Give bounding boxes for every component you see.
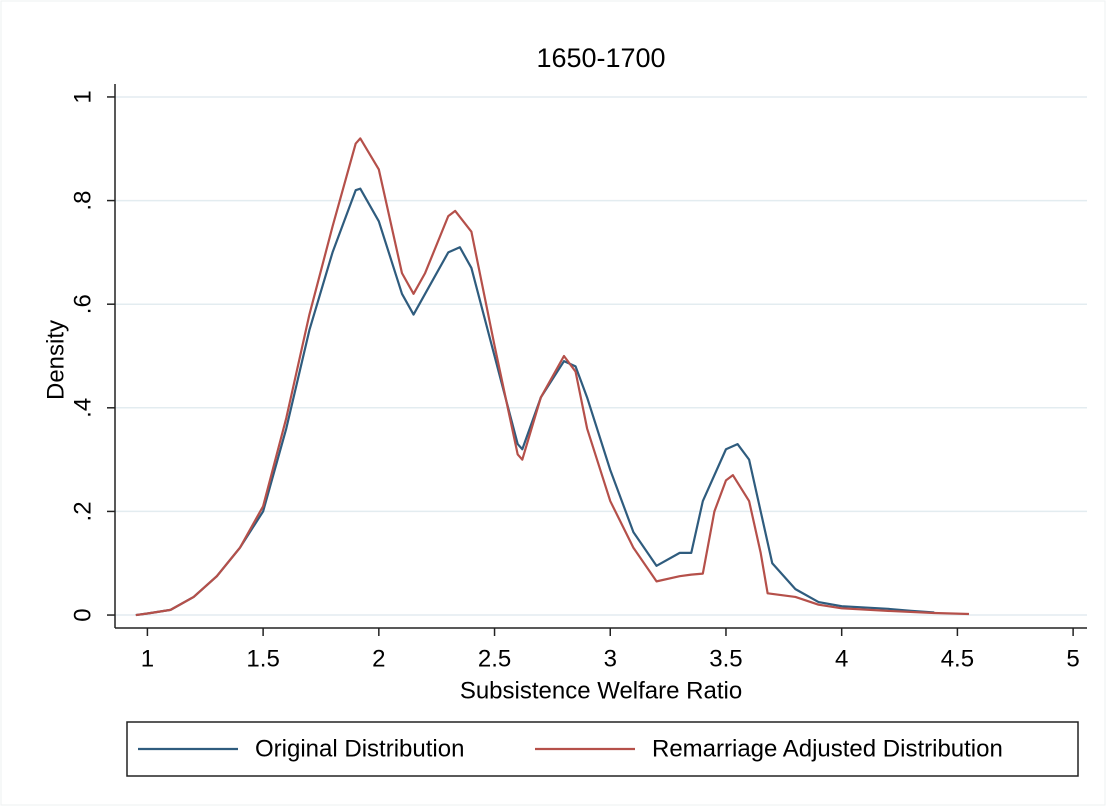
x-axis-title: Subsistence Welfare Ratio [460,677,742,704]
series-line [135,187,935,617]
x-tick-label: 1.5 [246,645,279,672]
y-tick-label: 0 [69,608,96,621]
x-tick-label: 4 [835,645,848,672]
y-tick-label: .6 [69,294,96,314]
legend-label: Remarriage Adjusted Distribution [652,735,1003,762]
x-tick-label: 2 [372,645,385,672]
series-line [135,137,970,617]
x-tick-label: 3.5 [709,645,742,672]
legend-label: Original Distribution [255,735,464,762]
y-tick-label: 1 [69,90,96,103]
y-axis-title: Density [42,320,69,400]
x-tick-label: 4.5 [941,645,974,672]
x-tick-label: 5 [1066,645,1079,672]
y-tick-label: .4 [69,398,96,418]
x-tick-label: 2.5 [478,645,511,672]
chart-title: 1650-1700 [536,43,665,73]
x-tick-label: 1 [141,645,154,672]
y-tick-label: .8 [69,191,96,211]
y-tick-label: .2 [69,501,96,521]
x-tick-label: 3 [604,645,617,672]
